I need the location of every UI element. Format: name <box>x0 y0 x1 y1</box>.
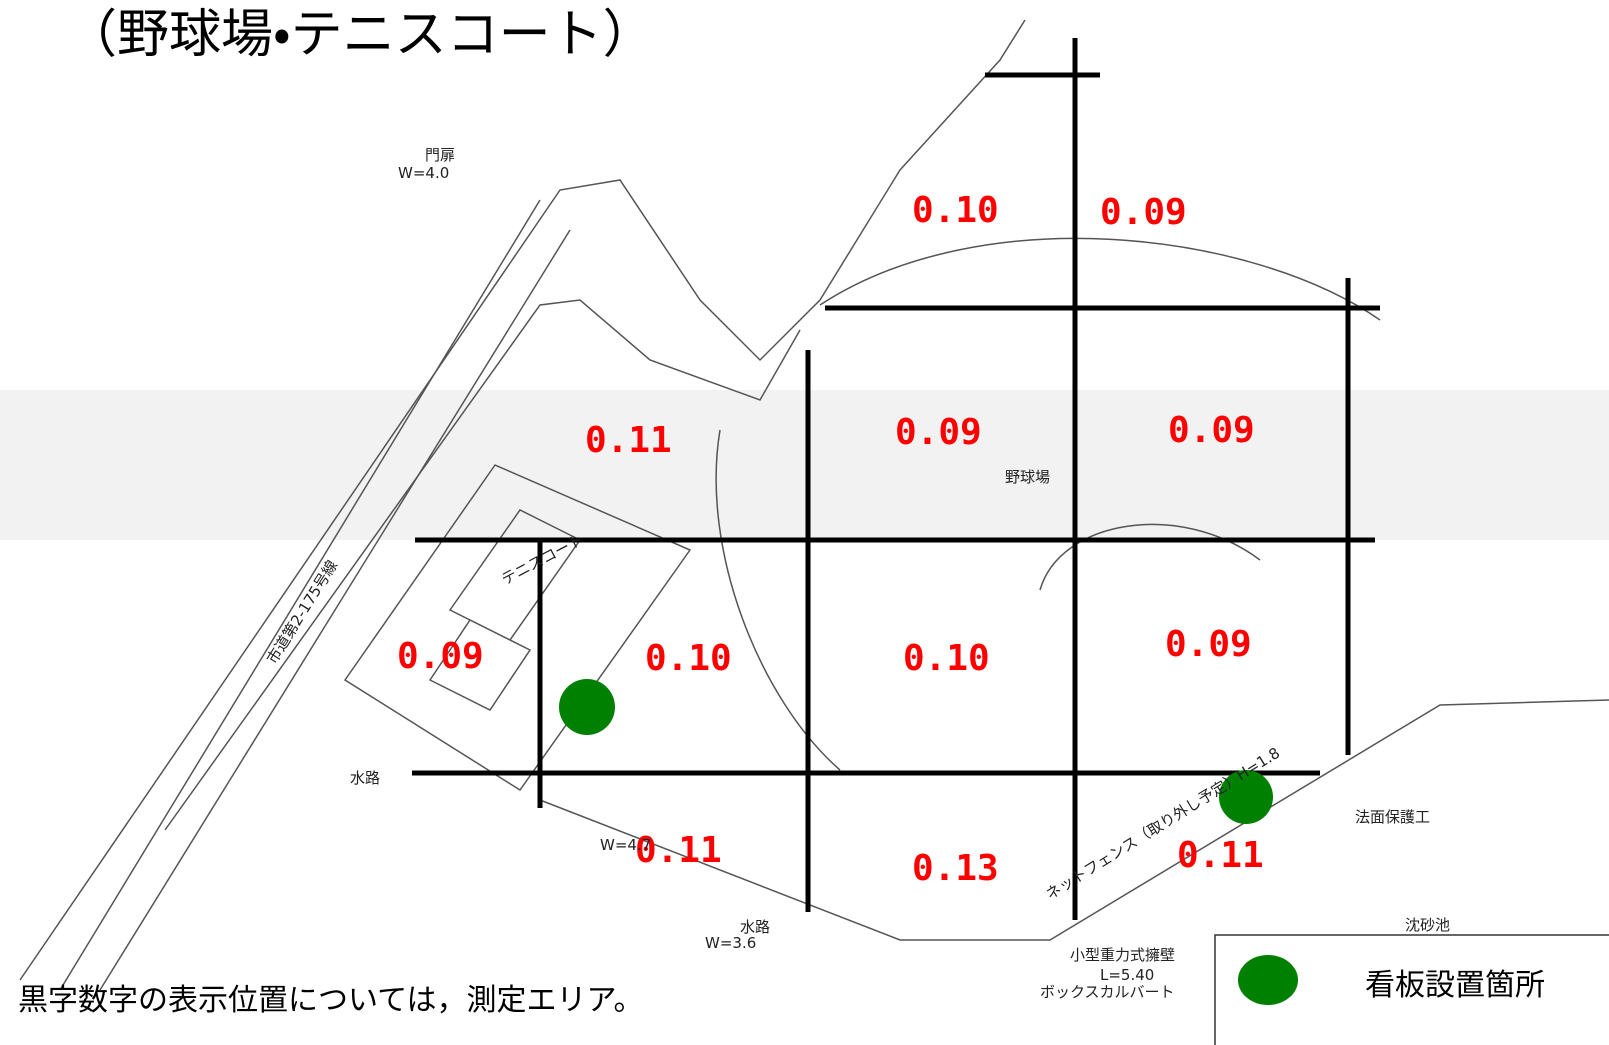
sign-location <box>559 679 615 735</box>
note: 黒字数字の表示位置については，測定エリア。 <box>18 983 644 1018</box>
measurement-value: 0.13 <box>912 848 999 889</box>
measurement-value: 0.10 <box>645 638 732 679</box>
map-label: 門扉 <box>425 146 455 164</box>
legend-label: 看板設置箇所 <box>1365 968 1545 1003</box>
map-label: W=4.7 <box>600 836 651 854</box>
measurement-value: 0.09 <box>1165 624 1252 665</box>
map-label: W=3.6 <box>705 934 756 952</box>
measurement-value: 0.10 <box>903 638 990 679</box>
map-label: W=4.0 <box>398 164 449 182</box>
map-label: 法面保護工 <box>1355 808 1430 826</box>
measurement-value: 0.09 <box>1100 192 1187 233</box>
map-label: ボックスカルバート <box>1040 983 1175 1001</box>
map-label: 市道第2-175号線 <box>263 557 341 667</box>
map-label: 水路 <box>350 769 380 787</box>
map-label: 沈砂池 <box>1405 916 1450 934</box>
base-map <box>0 20 1609 990</box>
title: （野球場・テニスコート） <box>65 5 655 65</box>
map-label: L=5.40 <box>1100 966 1154 984</box>
map-label: 小型重力式擁壁 <box>1070 946 1175 964</box>
scan-shade <box>0 390 1609 540</box>
measurement-value: 0.09 <box>1168 410 1255 451</box>
measurement-value: 0.11 <box>1177 835 1264 876</box>
measurement-value: 0.11 <box>585 420 672 461</box>
measurement-value: 0.10 <box>912 190 999 231</box>
measurement-value: 0.09 <box>895 412 982 453</box>
map-label: 野球場 <box>1005 468 1050 486</box>
map-labels: 門扉W=4.0市道第2-175号線テニスコート野球場水路W=4.7水路W=3.6… <box>263 146 1450 1001</box>
measurement-value: 0.09 <box>397 636 484 677</box>
map-figure: （野球場・テニスコート） 0.10 0.09 0.11 0.09 0.09 0.09 0.1… <box>0 0 1609 1045</box>
legend-marker <box>1238 955 1298 1005</box>
boundary <box>165 300 800 830</box>
